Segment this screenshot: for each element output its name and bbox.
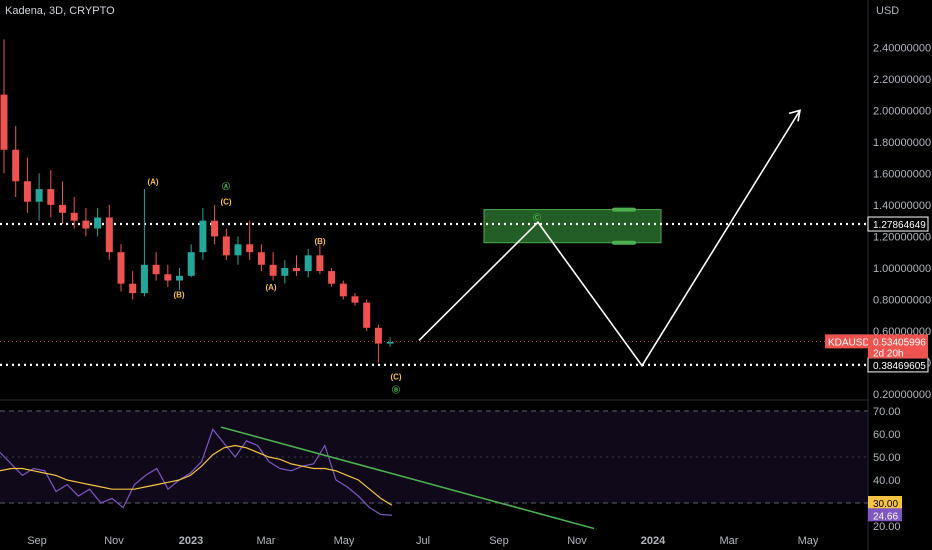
time-tick-label: Nov [104, 535, 124, 547]
price-tag-value: 0.53405996 [873, 337, 926, 348]
time-tick-label: May [334, 535, 355, 547]
time-tick-label: Mar [257, 535, 276, 547]
price-tick-label: 1.80000000 [873, 137, 931, 149]
candle-body [328, 271, 336, 284]
candle-body [164, 274, 172, 281]
currency-label: USD [876, 5, 899, 17]
wave-label: (A) [147, 177, 158, 186]
candle-body [0, 94, 8, 150]
price-tick-label: 2.00000000 [873, 105, 931, 117]
candle-body [374, 327, 382, 344]
candle-body [386, 342, 394, 344]
candle-body [363, 302, 371, 328]
price-tag-value: 0.38469605 [873, 361, 926, 372]
candle-body [35, 189, 43, 202]
candle-body [187, 252, 195, 276]
price-tick-label: 1.20000000 [873, 231, 931, 243]
time-tick-label: 2024 [641, 535, 666, 547]
candle-body [47, 189, 55, 205]
candle-body [257, 252, 265, 265]
wave-label: Ⓑ [392, 384, 400, 394]
rsi-tick-label: 60.00 [873, 429, 901, 441]
countdown-label: 2d 20h [873, 348, 904, 359]
rsi-line [0, 428, 393, 516]
candle-body [304, 255, 312, 272]
price-tick-label: 0.20000000 [873, 389, 931, 401]
price-tag-value: 1.27864649 [873, 220, 926, 231]
rsi-tick-label: 50.00 [873, 452, 901, 464]
candle-body [105, 217, 113, 253]
candle-body [176, 275, 183, 281]
symbol-tag [825, 334, 868, 349]
price-tick-label: 1.60000000 [873, 168, 931, 180]
rsi-tick-label: 70.00 [873, 406, 901, 418]
rsi-tag [868, 508, 902, 522]
time-tick-label: Sep [27, 535, 47, 547]
wave-label: Ⓒ [533, 213, 541, 223]
candle-body [234, 244, 242, 256]
wave-label: (C) [390, 373, 401, 382]
projection-path [418, 109, 801, 368]
candle-body [222, 236, 230, 256]
price-tick-label: 2.20000000 [873, 74, 931, 86]
symbol-tag-label: KDAUSD [828, 337, 870, 348]
candle-body [269, 264, 277, 276]
time-tick-label: May [798, 535, 819, 547]
candle-body [152, 264, 160, 275]
candle-body [293, 267, 300, 272]
wave-label: Ⓐ [222, 181, 230, 191]
time-tick-label: Sep [489, 535, 509, 547]
rsi-tag-value: 24.66 [873, 511, 898, 522]
price-tick-label: 1.40000000 [873, 200, 931, 212]
wave-label: (A) [265, 283, 276, 292]
wave-label: (B) [314, 237, 325, 246]
chart-title: Kadena, 3D, CRYPTO [5, 5, 115, 17]
candle-body [339, 283, 347, 297]
candle-body [82, 220, 90, 229]
candle-body [129, 283, 137, 294]
price-tick-label: 1.00000000 [873, 263, 931, 275]
wave-label: (C) [220, 198, 231, 207]
candle-body [12, 149, 20, 182]
time-tick-label: Nov [567, 535, 587, 547]
candle-body [199, 220, 207, 253]
rsi-tick-label: 20.00 [873, 521, 901, 533]
time-tick-label: Mar [720, 535, 739, 547]
target-zone [483, 209, 662, 244]
candle-body [140, 264, 148, 294]
candle-body [281, 267, 289, 276]
projection-arrowhead [788, 109, 802, 122]
rsi-ma-line [0, 444, 393, 506]
rsi-ma-tag [868, 496, 902, 509]
candle-body [117, 252, 125, 284]
candle-body [94, 217, 102, 229]
candle-body [246, 244, 254, 253]
candle-body [70, 212, 78, 221]
candle-body [316, 255, 324, 272]
wave-label: (B) [173, 291, 184, 300]
price-tag [868, 334, 928, 359]
time-tick-label: Jul [416, 535, 430, 547]
rsi-ma-tag-value: 30.00 [873, 499, 898, 510]
price-tag [867, 216, 929, 232]
candle-body [211, 220, 219, 237]
candle-body [351, 296, 359, 303]
price-tick-label: 2.40000000 [873, 42, 931, 54]
candle-body [59, 204, 66, 213]
time-tick-label: 2023 [179, 535, 203, 547]
price-tick-label: 0.80000000 [873, 294, 931, 306]
rsi-tick-label: 40.00 [873, 475, 901, 487]
rsi-trendline [220, 426, 595, 530]
candle-body [23, 181, 31, 202]
